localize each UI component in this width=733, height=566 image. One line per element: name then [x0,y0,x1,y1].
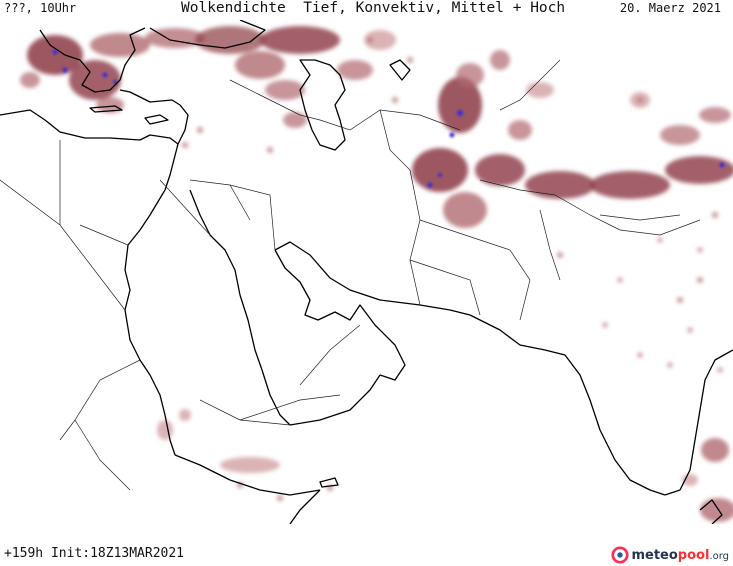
coastline-red-sea-west [124,143,179,456]
coastline-india-west [469,314,666,496]
cloud-area-himalaya [525,92,733,199]
meteopool-logo-text: meteopool.org [631,547,729,563]
coastline-horn [289,489,321,524]
convective-cells [52,49,725,188]
coastline-india-east [664,349,733,496]
country-borders [0,59,701,491]
coastline-socotra [319,477,339,488]
map-title: Wolkendichte Tief, Konvektiv, Mittel + H… [181,0,566,16]
coastline-north-africa [0,109,179,145]
forecast-day-label: ???, 10Uhr [4,1,77,15]
coastline-crete [89,105,123,113]
coastline-greece [39,27,146,93]
coastlines-and-borders [0,20,733,524]
meteopool-logo[interactable]: meteopool.org [611,544,729,566]
coastline-red-sea-east [189,189,291,426]
cloud-area-south [157,409,733,522]
cloud-density-layer [20,26,733,522]
coastline-iran-south [274,241,471,316]
coastline-persian-gulf [274,249,406,381]
cloud-specks [182,37,723,501]
map-header: ???, 10Uhr Wolkendichte Tief, Konvektiv,… [0,0,733,22]
coastline-gulf-of-aden [174,374,381,496]
meteopool-logo-icon [611,546,630,564]
coastline-caspian [299,59,346,151]
coastline-levant [119,89,189,145]
coastline-black-sea [149,20,266,49]
forecast-date: 20. Maerz 2021 [619,1,721,15]
coastline-sri-lanka [699,499,723,524]
cloud-area-mediterranean [20,26,305,113]
cloud-area-caucasus [260,26,396,128]
coastline-aral [389,59,411,81]
model-run-info: +159h Init:18Z13MAR2021 [4,546,185,561]
coastline-cyprus [144,114,169,125]
cloud-area-hindukush [412,50,554,228]
weather-map [0,20,733,524]
